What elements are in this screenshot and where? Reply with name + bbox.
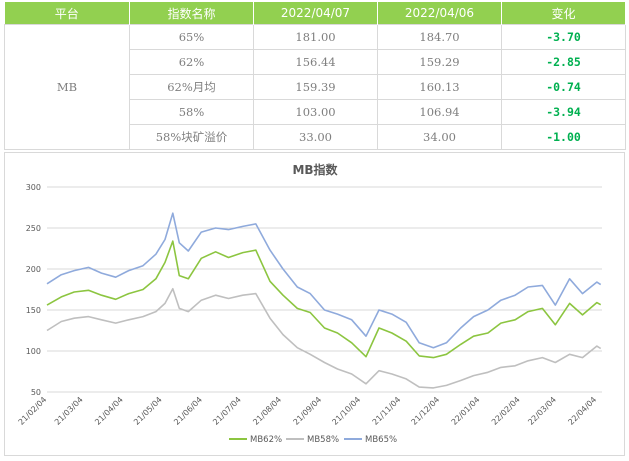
header-change: 变化	[501, 2, 626, 25]
index-name-cell: 62%月均	[129, 74, 254, 100]
change-value-cell: -0.74	[501, 74, 626, 100]
x-tick-label: 21/09/04	[292, 395, 324, 427]
previous-value-cell: 159.29	[377, 49, 502, 75]
current-value-cell: 33.00	[253, 124, 378, 150]
series-line-mb65	[46, 212, 602, 349]
table-header-row: 平台 指数名称 2022/04/07 2022/04/06 变化	[4, 2, 626, 25]
chart-container: MB指数 50 100 150 200 250 300 21/02/04 21/03/04 2…	[4, 152, 625, 456]
table-row: 58% 103.00 106.94 -3.94	[5, 99, 626, 125]
y-tick-label: 250	[26, 224, 41, 233]
header-platform: 平台	[4, 2, 130, 25]
current-value-cell: 156.44	[253, 49, 378, 75]
current-value-cell: 181.00	[253, 24, 378, 50]
x-tick-label: 21/02/04	[17, 395, 49, 427]
table-row: 62%月均 159.39 160.13 -0.74	[5, 74, 626, 100]
legend-label: MB65%	[365, 435, 397, 445]
index-name-cell: 58%块矿溢价	[129, 124, 254, 150]
x-axis: 21/02/04 21/03/04 21/04/04 21/05/04 21/06/04…	[17, 395, 599, 427]
index-table-container: 平台 指数名称 2022/04/07 2022/04/06 变化 MB 65% …	[4, 2, 626, 150]
y-tick-label: 100	[26, 347, 41, 356]
previous-value-cell: 184.70	[377, 24, 502, 50]
table-row: MB 65% 181.00 184.70 -3.70	[4, 24, 626, 150]
change-value-cell: -1.00	[501, 124, 626, 150]
y-tick-label: 300	[26, 183, 41, 192]
previous-value-cell: 160.13	[377, 74, 502, 100]
change-value-cell: -3.94	[501, 99, 626, 125]
x-tick-label: 22/01/04	[450, 395, 482, 427]
legend-label: MB58%	[307, 435, 339, 445]
x-tick-label: 21/08/04	[251, 395, 283, 427]
header-date-previous: 2022/04/06	[377, 2, 502, 25]
index-name-cell: 62%	[129, 49, 254, 75]
index-name-cell: 58%	[129, 99, 254, 125]
y-tick-label: 200	[26, 265, 41, 274]
x-tick-label: 21/07/04	[211, 395, 243, 427]
header-date-current: 2022/04/07	[253, 2, 378, 25]
header-index-name: 指数名称	[129, 2, 254, 25]
legend: MB62% MB58% MB65%	[229, 435, 397, 445]
series-line-mb62	[46, 240, 602, 359]
x-tick-label: 22/03/04	[526, 395, 558, 427]
previous-value-cell: 34.00	[377, 124, 502, 150]
x-tick-label: 21/04/04	[93, 395, 125, 427]
y-tick-label: 150	[26, 306, 41, 315]
x-tick-label: 22/04/04	[566, 395, 598, 427]
x-tick-label: 21/12/04	[410, 395, 442, 427]
change-value-cell: -2.85	[501, 49, 626, 75]
chart-title: MB指数	[292, 162, 338, 177]
table-row: 58%块矿溢价 33.00 34.00 -1.00	[5, 124, 626, 150]
x-tick-label: 21/06/04	[172, 395, 204, 427]
change-value-cell: -3.70	[501, 24, 626, 50]
x-tick-label: 21/11/04	[371, 395, 403, 427]
y-axis: 50 100 150 200 250 300	[26, 183, 41, 397]
current-value-cell: 159.39	[253, 74, 378, 100]
index-table: 平台 指数名称 2022/04/07 2022/04/06 变化 MB 65% …	[4, 2, 626, 150]
x-tick-label: 21/05/04	[132, 395, 164, 427]
table-row: 62% 156.44 159.29 -2.85	[5, 49, 626, 75]
current-value-cell: 103.00	[253, 99, 378, 125]
platform-cell: MB	[4, 24, 130, 150]
series-line-mb58	[46, 287, 602, 389]
index-name-cell: 65%	[129, 24, 254, 50]
previous-value-cell: 106.94	[377, 99, 502, 125]
x-tick-label: 22/02/04	[490, 395, 522, 427]
legend-label: MB62%	[250, 435, 282, 445]
series-lines	[46, 212, 602, 389]
x-tick-label: 21/03/04	[53, 395, 85, 427]
y-tick-label: 50	[31, 388, 41, 397]
gridlines	[47, 186, 602, 393]
x-tick-label: 21/10/04	[330, 395, 362, 427]
